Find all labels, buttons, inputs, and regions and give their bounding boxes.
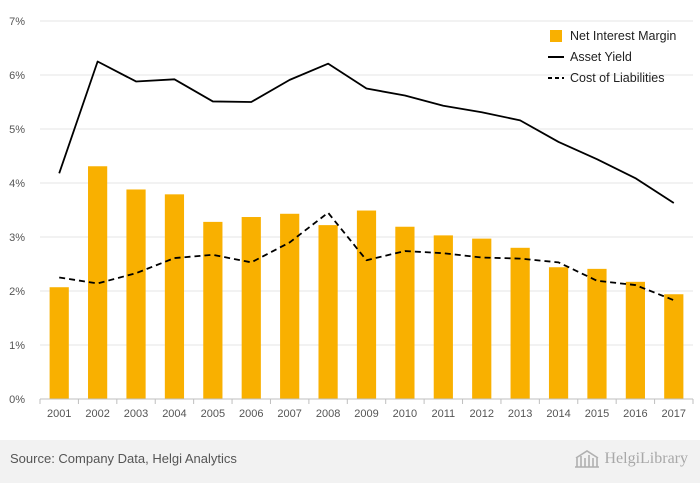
y-tick-label: 6% xyxy=(9,70,25,82)
bar xyxy=(126,189,146,399)
bar xyxy=(318,225,338,399)
y-tick-label: 5% xyxy=(9,124,25,136)
chart: 0%1%2%3%4%5%6%7% 2001 2002 2003 2004 2005 200… xyxy=(9,16,694,420)
bar xyxy=(395,226,415,399)
y-axis-ticks: 0% 1% 2% 3% 4% 5% 6% 7% xyxy=(9,16,25,406)
bar xyxy=(433,235,453,399)
bar xyxy=(472,238,492,399)
bar xyxy=(356,210,377,399)
brand-logo: HelgiLibrary xyxy=(574,449,688,469)
x-axis: 2001 2002 2003 2004 2005 2006 2007 2008 2009 2010… xyxy=(39,398,694,420)
x-tick-label: 2006 xyxy=(239,408,263,420)
x-tick-label: 2012 xyxy=(469,408,493,420)
bar xyxy=(280,213,300,399)
bar xyxy=(88,166,108,399)
legend: Net Interest Margin Asset Yield Cost of Li… xyxy=(548,29,676,85)
cost-of-liabilities-line xyxy=(59,211,675,302)
footer: Source: Company Data, Helgi Analytics He… xyxy=(0,440,700,483)
legend-swatch-bar xyxy=(550,30,562,42)
legend-label: Asset Yield xyxy=(570,50,632,64)
bar xyxy=(548,267,569,399)
bar xyxy=(625,281,645,399)
building-columns-icon xyxy=(575,450,600,468)
y-tick-label: 2% xyxy=(9,286,25,298)
x-tick-label: 2011 xyxy=(431,408,455,420)
bar xyxy=(164,194,185,399)
legend-label: Net Interest Margin xyxy=(570,29,676,43)
x-tick-label: 2009 xyxy=(354,408,378,420)
legend-label: Cost of Liabilities xyxy=(570,71,665,85)
x-tick-label: 2002 xyxy=(85,408,109,420)
line-series xyxy=(58,60,675,302)
y-tick-label: 3% xyxy=(9,232,25,244)
x-tick-label: 2013 xyxy=(508,408,532,420)
y-tick-label: 4% xyxy=(9,178,25,190)
x-tick-label: 2010 xyxy=(393,408,417,420)
x-tick-label: 2015 xyxy=(585,408,609,420)
bar xyxy=(49,287,69,399)
x-tick-label: 2016 xyxy=(623,408,647,420)
x-tick-label: 2001 xyxy=(47,408,71,420)
y-tick-label: 0% xyxy=(9,394,25,406)
x-tick-label: 2008 xyxy=(316,408,340,420)
bar xyxy=(510,247,530,399)
y-tick-label: 7% xyxy=(9,16,25,28)
bar xyxy=(203,221,223,399)
x-tick-label: 2003 xyxy=(124,408,148,420)
x-tick-label: 2014 xyxy=(546,408,570,420)
x-tick-label: 2017 xyxy=(662,408,686,420)
x-tick-label: 2005 xyxy=(201,408,225,420)
bar xyxy=(241,217,261,399)
source-note: Source: Company Data, Helgi Analytics xyxy=(10,451,237,466)
bar xyxy=(664,294,684,399)
bar xyxy=(587,268,607,399)
x-tick-label: 2004 xyxy=(162,408,186,420)
asset-yield-line xyxy=(58,60,675,204)
bar-series xyxy=(49,166,684,399)
x-tick-label: 2007 xyxy=(277,408,301,420)
brand-name: HelgiLibrary xyxy=(604,450,688,467)
y-tick-label: 1% xyxy=(9,340,25,352)
